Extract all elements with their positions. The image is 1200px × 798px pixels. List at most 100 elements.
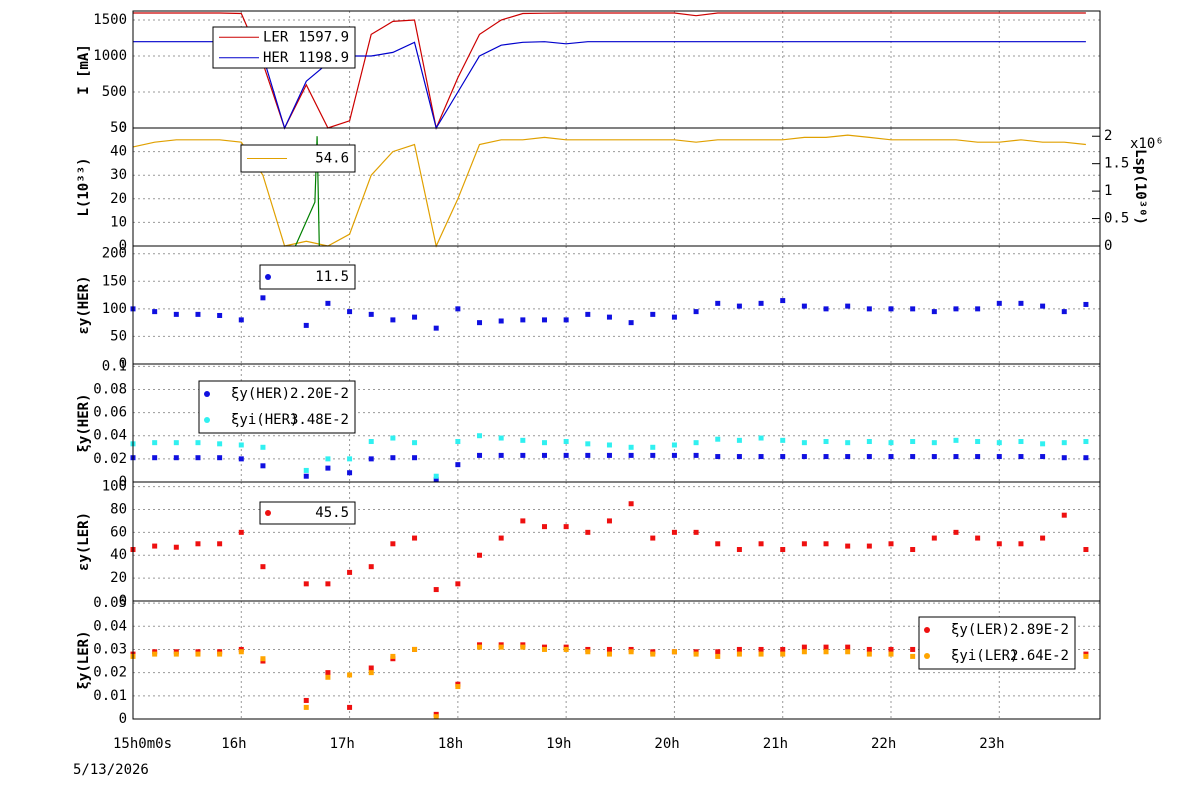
y-tick-label: 150 xyxy=(102,273,127,289)
data-point xyxy=(303,473,309,479)
data-point xyxy=(1040,454,1046,460)
y-tick-label: 0 xyxy=(119,474,127,490)
data-point xyxy=(541,452,547,458)
y-axis-label: εy(HER) xyxy=(76,275,92,334)
data-point xyxy=(195,651,201,657)
data-point xyxy=(910,454,916,460)
data-point xyxy=(390,541,396,547)
data-point xyxy=(325,581,331,587)
y-tick-label: 80 xyxy=(110,501,127,517)
x-tick-label: 17h xyxy=(330,736,355,752)
data-point xyxy=(736,646,742,652)
legend-value: 1597.9 xyxy=(298,29,349,45)
data-point xyxy=(260,656,266,662)
data-point xyxy=(238,442,244,448)
y-tick-label: 0 xyxy=(119,356,127,372)
data-point xyxy=(866,651,872,657)
data-point xyxy=(780,547,786,553)
data-point xyxy=(347,309,353,315)
data-point xyxy=(823,439,829,445)
y-tick-label: 100 xyxy=(102,479,127,495)
data-point xyxy=(1040,303,1046,309)
data-point xyxy=(217,651,223,657)
data-point xyxy=(693,651,699,657)
y-axis-label: ξy(LER) xyxy=(76,630,92,689)
data-point xyxy=(801,649,807,655)
data-point xyxy=(563,317,569,323)
data-point xyxy=(845,440,851,446)
y-tick-label: 200 xyxy=(102,246,127,262)
data-point xyxy=(195,311,201,317)
data-point xyxy=(260,564,266,570)
data-point xyxy=(671,452,677,458)
data-point xyxy=(1018,439,1024,445)
data-point xyxy=(347,569,353,575)
data-point xyxy=(541,646,547,652)
y-tick-label: 10 xyxy=(110,214,127,230)
data-point xyxy=(1083,653,1089,659)
legend-value: 2.64E-2 xyxy=(1010,648,1069,664)
data-point xyxy=(801,440,807,446)
data-point xyxy=(477,433,483,439)
data-point xyxy=(412,535,418,541)
y2-tick-label: 0 xyxy=(1104,238,1112,254)
data-point xyxy=(347,456,353,462)
data-point xyxy=(303,322,309,328)
y-axis-label: εy(LER) xyxy=(76,512,92,571)
y-tick-label: 0 xyxy=(119,120,127,136)
y-tick-label: 20 xyxy=(110,570,127,586)
data-point xyxy=(910,439,916,445)
data-point xyxy=(953,454,959,460)
y-tick-label: 0.08 xyxy=(93,381,127,397)
data-point xyxy=(325,465,331,471)
data-point xyxy=(671,529,677,535)
data-point xyxy=(303,467,309,473)
data-point xyxy=(260,295,266,301)
x-tick-label: 23h xyxy=(979,736,1004,752)
data-point xyxy=(520,452,526,458)
y-tick-label: 0.05 xyxy=(93,595,127,611)
data-point xyxy=(650,535,656,541)
data-point xyxy=(173,440,179,446)
y-tick-label: 1000 xyxy=(93,48,127,64)
data-point xyxy=(390,435,396,441)
data-point xyxy=(975,439,981,445)
data-point xyxy=(628,452,634,458)
data-point xyxy=(1040,441,1046,447)
data-point xyxy=(412,646,418,652)
data-point xyxy=(498,318,504,324)
data-point xyxy=(996,300,1002,306)
y2-tick-label: 2 xyxy=(1104,128,1112,144)
data-point xyxy=(260,463,266,469)
data-point xyxy=(520,518,526,524)
y-tick-label: 100 xyxy=(102,301,127,317)
series-line xyxy=(132,134,1086,248)
legend-box xyxy=(259,264,356,290)
data-point xyxy=(715,653,721,659)
data-point xyxy=(455,581,461,587)
y-tick-label: 50 xyxy=(110,328,127,344)
x-tick-label: 21h xyxy=(763,736,788,752)
y-axis-label: I [mA] xyxy=(76,44,92,95)
y-tick-label: 40 xyxy=(110,144,127,160)
y-tick-label: 0 xyxy=(119,593,127,609)
data-point xyxy=(195,541,201,547)
data-point xyxy=(975,535,981,541)
data-point xyxy=(325,456,331,462)
data-point xyxy=(671,649,677,655)
legend-marker xyxy=(265,274,271,280)
y2-tick-label: 1.5 xyxy=(1104,156,1129,172)
data-point xyxy=(1083,547,1089,553)
data-point xyxy=(585,311,591,317)
legend-marker xyxy=(924,627,930,633)
y-tick-label: 50 xyxy=(110,120,127,136)
data-point xyxy=(541,440,547,446)
data-point xyxy=(996,454,1002,460)
data-point xyxy=(845,303,851,309)
data-point xyxy=(368,439,374,445)
data-point xyxy=(455,439,461,445)
data-point xyxy=(563,524,569,530)
data-point xyxy=(715,300,721,306)
y-tick-label: 30 xyxy=(110,167,127,183)
data-point xyxy=(541,317,547,323)
